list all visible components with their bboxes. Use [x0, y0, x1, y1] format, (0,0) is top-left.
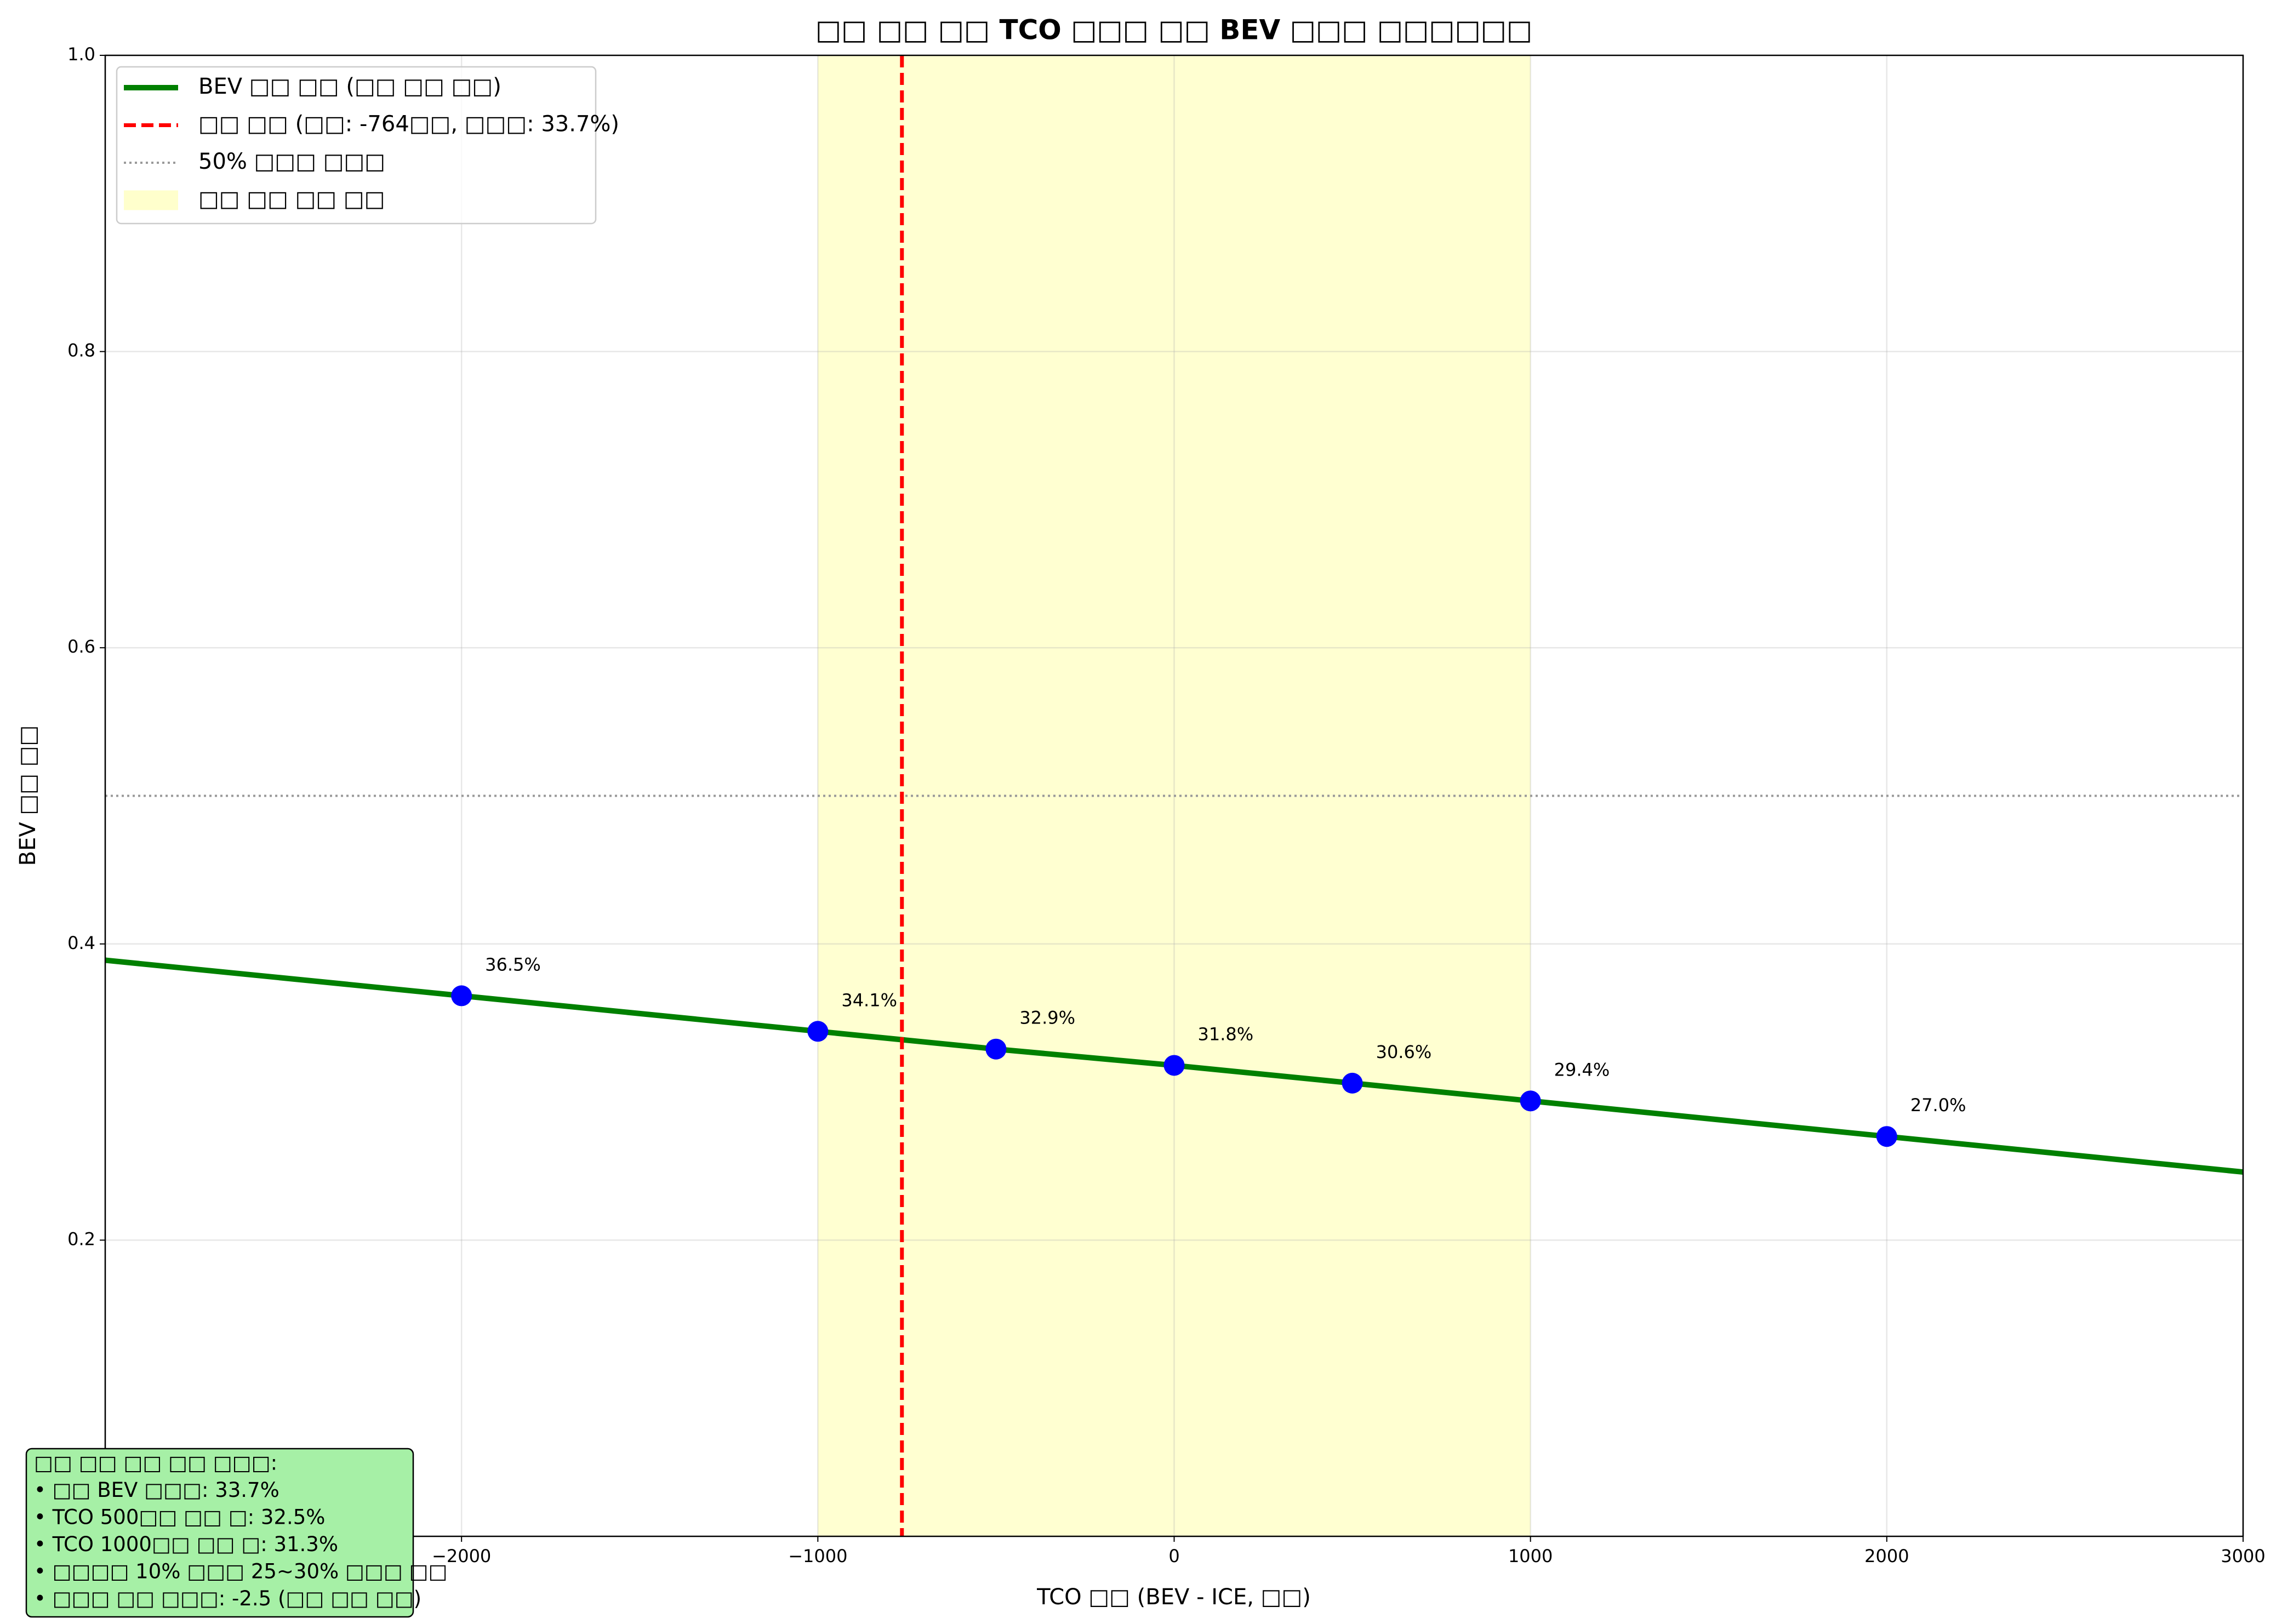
annotation-box	[25, 1448, 414, 1618]
legend-box	[116, 66, 597, 225]
annotation-line: • □□□ □□ □□□: -2.5 (□□ □□ □□)	[34, 1587, 421, 1610]
data-point	[807, 1021, 829, 1042]
chart-title: □□ □□ □□ TCO □□□ □□ BEV □□□ □□□□□□	[815, 14, 1532, 46]
y-tick-label: 0.2	[67, 1228, 95, 1249]
data-point	[1342, 1072, 1363, 1094]
data-point	[985, 1038, 1007, 1060]
legend-swatch	[124, 190, 178, 210]
legend-label: □□ □□ (□□: -764□□, □□□: 33.7%)	[198, 112, 619, 137]
x-tick-label: 0	[1168, 1546, 1179, 1566]
data-point	[1520, 1090, 1541, 1112]
legend-label: BEV □□ □□ (□□ □□ □□)	[198, 74, 501, 99]
y-tick-label: 1.0	[67, 44, 95, 65]
data-label: 34.1%	[841, 990, 897, 1010]
data-point	[1163, 1055, 1185, 1076]
x-axis-label: TCO □□ (BEV - ICE, □□)	[1036, 1585, 1311, 1610]
annotation-line: • TCO 500□□ □□ □: 32.5%	[34, 1506, 325, 1529]
annotation-line: • □□□□ 10% □□□ 25~30% □□□ □□	[34, 1560, 447, 1583]
data-label: 27.0%	[1910, 1095, 1966, 1116]
x-tick-label: 2000	[1864, 1546, 1909, 1566]
annotation-line: • TCO 1000□□ □□ □: 31.3%	[34, 1532, 338, 1556]
x-tick-label: 3000	[2221, 1546, 2265, 1566]
data-point	[451, 985, 472, 1007]
y-tick-label: 0.4	[67, 933, 95, 953]
data-label: 30.6%	[1376, 1042, 1432, 1062]
data-label: 29.4%	[1554, 1059, 1610, 1080]
data-label: 36.5%	[485, 954, 541, 975]
x-tick-label: −2000	[432, 1546, 491, 1566]
x-tick-label: −1000	[788, 1546, 847, 1566]
plot-frame	[104, 54, 2244, 1537]
annotation-line: □□ □□ □□ □□ □□□:	[34, 1451, 277, 1475]
y-tick-label: 0.8	[67, 340, 95, 361]
y-tick-label: 0.6	[67, 636, 95, 657]
x-tick-label: 1000	[1508, 1546, 1553, 1566]
legend-label: 50% □□□ □□□	[198, 149, 385, 174]
y-axis-label: BEV □□ □□	[15, 725, 41, 866]
legend-label: □□ □□ □□ □□	[198, 187, 385, 212]
annotation-line: • □□ BEV □□□: 33.7%	[34, 1478, 279, 1502]
data-label: 31.8%	[1198, 1023, 1254, 1044]
data-label: 32.9%	[1019, 1008, 1075, 1028]
data-point	[1876, 1126, 1897, 1147]
